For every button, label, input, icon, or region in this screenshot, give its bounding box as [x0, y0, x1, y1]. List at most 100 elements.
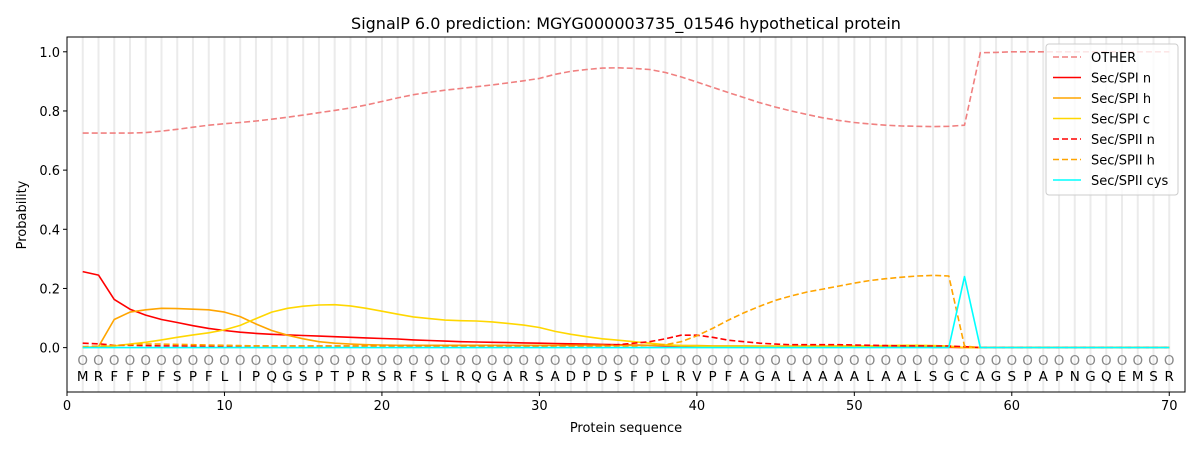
residue-label: G: [755, 369, 765, 385]
y-tick-label: 0.0: [39, 342, 60, 357]
residue-label: A: [976, 369, 986, 385]
region-label: O: [629, 353, 640, 369]
series-line-sec-spi-c: [82, 303, 1170, 349]
residue-label: A: [818, 369, 828, 385]
region-label: O: [77, 353, 88, 369]
region-label: O: [833, 353, 844, 369]
residue-label: E: [1118, 369, 1127, 385]
residue-label: A: [1039, 369, 1049, 385]
residue-label: S: [929, 369, 938, 385]
y-tick-label: 0.8: [39, 105, 60, 120]
residue-label: L: [441, 369, 449, 385]
residue-label: A: [897, 369, 907, 385]
x-tick-label: 30: [531, 399, 548, 414]
region-label: O: [203, 353, 214, 369]
x-tick-label: 10: [216, 399, 233, 414]
residue-label: D: [597, 369, 607, 385]
region-label: O: [188, 353, 199, 369]
region-label: O: [440, 353, 451, 369]
legend-label: Sec/SPII cys: [1091, 174, 1169, 189]
residue-label: S: [1007, 369, 1016, 385]
residue-label: G: [1085, 369, 1095, 385]
region-label: O: [282, 353, 293, 369]
grid-lines: [81, 37, 1171, 392]
residue-label: M: [77, 369, 89, 385]
residue-label: R: [361, 369, 370, 385]
residue-label: L: [662, 369, 670, 385]
region-label: O: [739, 353, 750, 369]
residue-label: A: [503, 369, 513, 385]
region-label: O: [172, 353, 183, 369]
residue-label: F: [724, 369, 732, 385]
x-tick-label: 50: [846, 399, 863, 414]
residue-label: G: [944, 369, 954, 385]
region-label: O: [613, 353, 624, 369]
region-label: O: [345, 353, 356, 369]
x-tick-label: 60: [1004, 399, 1021, 414]
region-label: O: [1069, 353, 1080, 369]
region-label: O: [597, 353, 608, 369]
residue-label: A: [881, 369, 891, 385]
region-label: O: [1085, 353, 1096, 369]
residue-label: G: [487, 369, 497, 385]
legend-label: Sec/SPI c: [1091, 113, 1150, 128]
y-axis-label: Probability: [15, 180, 30, 249]
region-label: O: [251, 353, 262, 369]
x-tick-label: 0: [63, 399, 71, 414]
residue-label: V: [692, 369, 702, 385]
region-label: O: [581, 353, 592, 369]
residue-label: M: [1132, 369, 1144, 385]
residue-label: F: [410, 369, 418, 385]
plot-frame: [66, 36, 1186, 393]
residue-label: S: [173, 369, 182, 385]
region-label: O: [818, 353, 829, 369]
residue-label: P: [709, 369, 717, 385]
residue-label: L: [914, 369, 922, 385]
region-label: O: [1148, 353, 1159, 369]
region-label: O: [361, 353, 372, 369]
residue-label: P: [142, 369, 150, 385]
x-tick-label: 70: [1161, 399, 1178, 414]
region-label: O: [235, 353, 246, 369]
residue-label: P: [1023, 369, 1031, 385]
region-label: O: [943, 353, 954, 369]
residue-label: L: [866, 369, 874, 385]
residue-label: P: [1055, 369, 1063, 385]
legend: OTHER Sec/SPI n Sec/SPI h Sec/SPI c Sec/SPII…: [1045, 43, 1179, 196]
region-label: O: [408, 353, 419, 369]
region-label: O: [93, 353, 104, 369]
region-label: O: [1101, 353, 1112, 369]
residue-label: P: [189, 369, 197, 385]
residue-label: G: [282, 369, 292, 385]
residue-label: D: [566, 369, 576, 385]
y-tick-label: 0.6: [39, 164, 60, 179]
residue-label: N: [1070, 369, 1080, 385]
residue-label: A: [771, 369, 781, 385]
residue-label: I: [238, 369, 242, 385]
region-label: O: [707, 353, 718, 369]
residue-label: S: [1149, 369, 1158, 385]
x-tick-label: 20: [374, 399, 391, 414]
region-label: O: [518, 353, 529, 369]
region-label: O: [802, 353, 813, 369]
legend-label: Sec/SPI h: [1091, 92, 1151, 107]
region-label: O: [770, 353, 781, 369]
legend-box: [1045, 43, 1179, 196]
region-label: O: [991, 353, 1002, 369]
residue-label: P: [346, 369, 354, 385]
region-label: O: [849, 353, 860, 369]
series-line-sec-spii-cys: [82, 275, 1170, 349]
region-label: O: [644, 353, 655, 369]
region-label: O: [329, 353, 340, 369]
residue-label: R: [1165, 369, 1174, 385]
sequence-track: OMOROFOFOPOFOSOPOFOLOIOPOQOGOSOPOTOPOROS…: [77, 353, 1175, 385]
region-label: O: [314, 353, 325, 369]
region-label: O: [928, 353, 939, 369]
residue-label: T: [330, 369, 340, 385]
residue-label: A: [834, 369, 844, 385]
x-tick-label: 40: [689, 399, 706, 414]
region-label: O: [487, 353, 498, 369]
residue-label: A: [551, 369, 561, 385]
residue-label: F: [158, 369, 166, 385]
